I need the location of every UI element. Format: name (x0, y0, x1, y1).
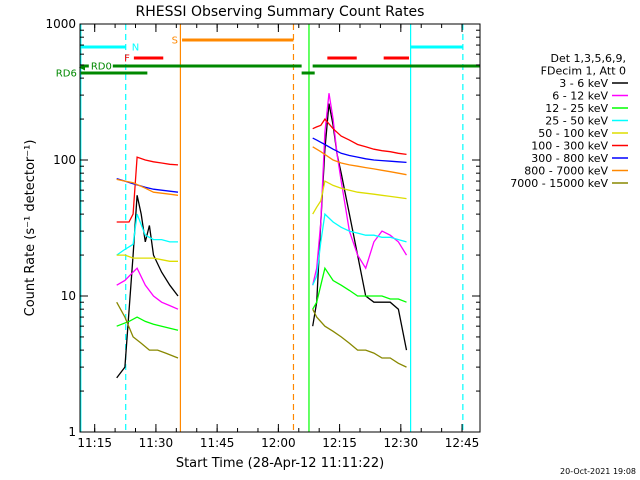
legend-entry-label: 800 - 7000 keV (524, 165, 608, 178)
y-axis-label: Count Rate (s⁻¹ detector⁻¹) (23, 140, 38, 317)
legend-entry-label: 3 - 6 keV (559, 77, 608, 90)
y-tick-label: 1 (68, 425, 76, 439)
x-tick-label: 11:45 (200, 436, 235, 450)
x-axis-label: Start Time (28-Apr-12 11:11:22) (176, 456, 384, 471)
series-line (312, 266, 407, 310)
legend-entry-label: 50 - 100 keV (538, 127, 608, 140)
series-line (312, 93, 408, 286)
legend-entry-label: 100 - 300 keV (531, 140, 608, 153)
series-line (312, 308, 407, 368)
status-bar-label: S (172, 36, 178, 47)
series-line (116, 156, 179, 223)
x-tick-label: 11:30 (139, 436, 174, 450)
series-line (116, 178, 179, 196)
x-axis: 11:15 11:30 11:45 12:00 12:15 12:30 12:45 (77, 24, 479, 450)
x-tick-label: 12:30 (384, 436, 419, 450)
observing-status-annotations: N S F RD0 ◀RD6 (56, 24, 480, 432)
series-line (312, 137, 407, 164)
legend-entry-label: 25 - 50 keV (545, 115, 608, 128)
status-bar-label: RD6 (56, 69, 77, 80)
x-tick-label: 12:15 (322, 436, 357, 450)
y-tick-label: 1000 (45, 17, 76, 31)
y-tick-label: 100 (53, 153, 76, 167)
status-label-bg (88, 60, 113, 71)
series-line (312, 118, 407, 156)
series-line (116, 254, 178, 262)
plot-frame (79, 23, 481, 433)
status-marker: ◀ (79, 63, 86, 72)
status-bar-label: RD0 (91, 62, 112, 73)
y-tick-label: 10 (61, 289, 76, 303)
legend-entry-label: 300 - 800 keV (531, 152, 608, 165)
series-line (312, 146, 407, 176)
series-line (312, 212, 407, 286)
chart-title: RHESSI Observing Summary Count Rates (136, 4, 425, 20)
series-line (116, 316, 179, 331)
timestamp-footer: 20-Oct-2021 19:08 (560, 467, 636, 476)
legend-header: Det 1,3,5,6,9, (550, 52, 626, 65)
y-axis: 1 10 100 1000 (45, 17, 480, 439)
series-line (312, 103, 408, 351)
legend-header: FDecim 1, Att 0 (541, 65, 626, 78)
series-lines (116, 93, 408, 379)
series-line (116, 195, 179, 379)
status-bar-label: F (124, 54, 130, 65)
legend-entry-label: 12 - 25 keV (545, 102, 608, 115)
series-line (116, 267, 179, 310)
legend-entry-label: 7000 - 15000 keV (510, 177, 608, 190)
x-tick-label: 11:15 (77, 436, 112, 450)
series-line (312, 180, 407, 215)
status-bar-label: N (132, 43, 139, 54)
legend-entry-label: 6 - 12 keV (552, 90, 608, 103)
x-tick-label: 12:45 (445, 436, 480, 450)
series-line (116, 213, 178, 256)
series-line (116, 301, 179, 359)
legend: Det 1,3,5,6,9,FDecim 1, Att 03 - 6 keV6 … (510, 52, 628, 190)
x-tick-label: 12:00 (261, 436, 296, 450)
